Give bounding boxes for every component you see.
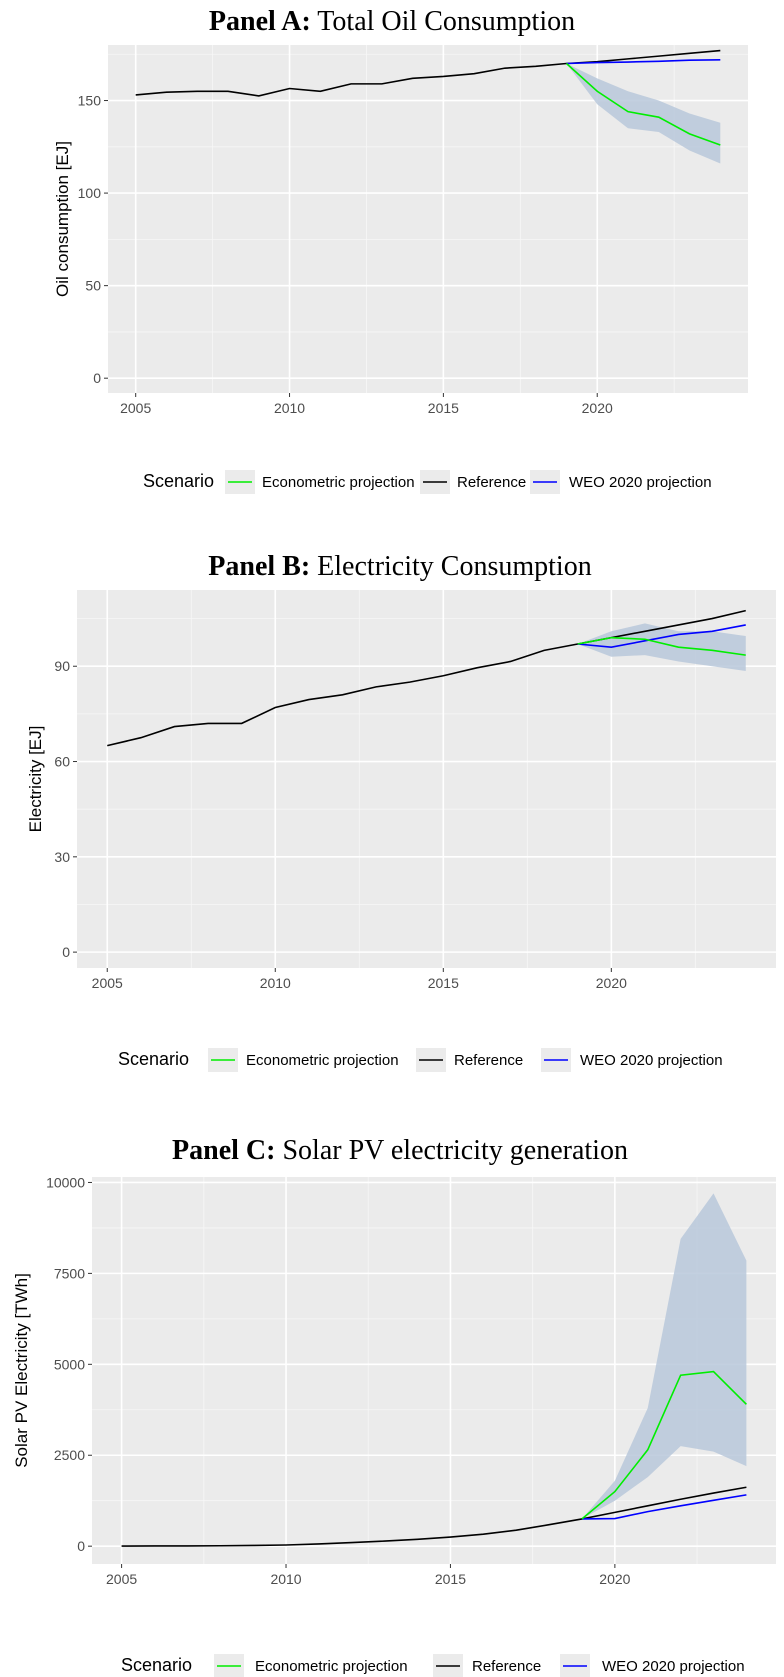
series-line-weo-2020-projection	[577, 624, 746, 648]
x-tick-label: 2020	[596, 975, 627, 991]
confidence-ribbon	[581, 1193, 747, 1519]
y-tick-label: 5000	[54, 1356, 85, 1372]
legend-label-weo-2020-projection: WEO 2020 projection	[569, 474, 712, 491]
chart-title: Panel A: Total Oil Consumption	[209, 6, 575, 37]
x-tick-label: 2005	[92, 975, 123, 991]
chart-title: Panel C: Solar PV electricity generation	[172, 1135, 628, 1166]
y-axis-title: Electricity [EJ]	[26, 726, 45, 833]
y-axis-title: Solar PV Electricity [TWh]	[12, 1273, 31, 1468]
chart-title-main: Solar PV electricity generation	[275, 1135, 628, 1166]
x-tick-label: 2010	[260, 975, 291, 991]
legend-label-reference: Reference	[454, 1052, 523, 1069]
y-tick-label: 0	[77, 1538, 85, 1554]
y-tick-label: 7500	[54, 1265, 85, 1281]
y-tick-label: 100	[78, 185, 102, 201]
legend-label-econometric-projection: Econometric projection	[246, 1052, 399, 1069]
confidence-ribbon	[566, 63, 721, 164]
x-tick-label: 2015	[435, 1571, 466, 1587]
legend-label-weo-2020-projection: WEO 2020 projection	[580, 1052, 723, 1069]
legend-title: Scenario	[143, 471, 214, 491]
chart-title-main: Total Oil Consumption	[311, 6, 575, 37]
chart-title-bold: Panel B:	[208, 551, 310, 582]
series-line-reference	[135, 49, 721, 97]
series-line-weo-2020-projection	[581, 1494, 747, 1520]
x-tick-label: 2010	[274, 400, 305, 416]
legend-title: Scenario	[121, 1655, 192, 1675]
y-tick-label: 0	[62, 944, 70, 960]
chart-title: Panel B: Electricity Consumption	[208, 551, 591, 582]
panel-b: Panel B: Electricity Consumption 2005 2010…	[26, 551, 776, 1072]
y-tick-label: 50	[85, 278, 101, 294]
x-tick-label: 2020	[582, 400, 613, 416]
legend-label-econometric-projection: Econometric projection	[262, 474, 415, 491]
legend-title: Scenario	[118, 1049, 189, 1069]
plot-background	[108, 45, 748, 393]
legend-label-econometric-projection: Econometric projection	[255, 1658, 408, 1675]
series-line-weo-2020-projection	[566, 59, 721, 65]
series-line-econometric-projection	[581, 1370, 747, 1520]
y-tick-label: 10000	[46, 1174, 85, 1190]
y-axis-title: Oil consumption [EJ]	[53, 141, 72, 297]
chart-title-bold: Panel C:	[172, 1135, 275, 1166]
y-tick-label: 60	[54, 754, 70, 770]
series-line-reference	[107, 609, 746, 747]
series-line-econometric-projection	[577, 636, 746, 656]
y-tick-label: 2500	[54, 1447, 85, 1463]
x-tick-label: 2005	[106, 1571, 137, 1587]
y-tick-label: 30	[54, 849, 70, 865]
x-tick-label: 2020	[599, 1571, 630, 1587]
chart-title-main: Electricity Consumption	[310, 551, 592, 582]
legend-label-weo-2020-projection: WEO 2020 projection	[602, 1658, 745, 1675]
chart-title-bold: Panel A:	[209, 6, 311, 37]
y-tick-label: 90	[54, 658, 70, 674]
x-tick-label: 2010	[270, 1571, 301, 1587]
y-tick-label: 0	[93, 370, 101, 386]
x-tick-label: 2005	[120, 400, 151, 416]
legend-label-reference: Reference	[472, 1658, 541, 1675]
x-tick-label: 2015	[428, 400, 459, 416]
series-line-reference	[121, 1486, 747, 1547]
panel-c: Panel C: Solar PV electricity generation…	[12, 1135, 776, 1677]
legend-label-reference: Reference	[457, 474, 526, 491]
panel-a: Panel A: Total Oil Consumption 2005 2010 20…	[53, 6, 748, 494]
x-tick-label: 2015	[428, 975, 459, 991]
series-line-econometric-projection	[565, 62, 721, 146]
y-tick-label: 150	[78, 93, 102, 109]
